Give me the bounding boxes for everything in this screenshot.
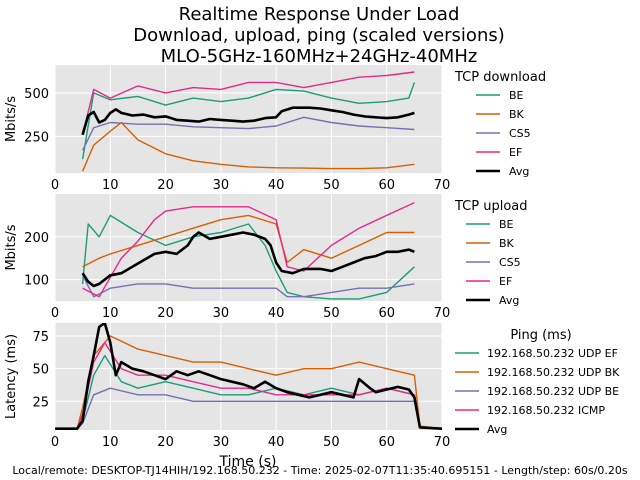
legend-title-upload: TCP upload xyxy=(454,199,528,214)
legend-label-ping-4: Avg xyxy=(487,423,507,436)
legend-label-upload-0: BE xyxy=(499,218,514,231)
x-tick-label-upload-2: 20 xyxy=(157,306,174,321)
x-tick-label-download-6: 60 xyxy=(378,178,395,193)
y-axis-label-ping: Latency (ms) xyxy=(4,334,19,419)
y-axis-label-download: Mbits/s xyxy=(4,96,19,142)
series-line-download-3 xyxy=(81,71,415,135)
series-line-upload-1 xyxy=(82,214,415,268)
x-tick-label-ping-3: 30 xyxy=(213,435,230,450)
x-tick-label-download-2: 20 xyxy=(157,178,174,193)
y-tick-label-ping-1: 50 xyxy=(32,363,49,378)
y-tick-label-download-1: 500 xyxy=(24,87,49,102)
x-tick-label-download-7: 70 xyxy=(434,178,451,193)
chart-title: Realtime Response Under Load Download, u… xyxy=(133,4,505,67)
legend-upload: TCP upload BE BK CS5 EF Avg xyxy=(454,199,528,307)
legend-label-download-1: BK xyxy=(509,108,525,121)
x-tick-label-download-5: 50 xyxy=(323,178,340,193)
legend-label-ping-0: 192.168.50.232 UDP EF xyxy=(487,347,618,360)
x-tick-label-upload-6: 60 xyxy=(378,306,395,321)
legend-label-download-2: CS5 xyxy=(509,127,531,140)
x-tick-label-download-3: 30 xyxy=(213,178,230,193)
x-tick-label-ping-1: 10 xyxy=(102,435,119,450)
legend-title-ping: Ping (ms) xyxy=(510,328,571,343)
series-line-download-2 xyxy=(81,116,415,151)
series-line-upload-3 xyxy=(82,201,415,298)
x-axis-label: Time (s) xyxy=(219,454,277,470)
x-tick-label-download-0: 0 xyxy=(51,178,59,193)
x-tick-label-upload-4: 40 xyxy=(268,306,285,321)
series-line-ping-4 xyxy=(55,323,442,430)
legend-label-download-0: BE xyxy=(509,89,524,102)
series-group-download xyxy=(81,71,416,172)
y-tick-label-upload-1: 200 xyxy=(24,231,49,246)
panel-upload: 0 10 20 30 40 50 60 70 100 200 Mbits/s TCP upload BE… xyxy=(4,194,528,321)
series-line-download-1 xyxy=(81,121,415,172)
series-group-upload xyxy=(81,201,415,300)
legend-label-download-4: Avg xyxy=(509,165,529,178)
series-line-upload-0 xyxy=(81,214,415,300)
panel-ping: 0 10 20 30 40 50 60 70 25 50 75 Latency (ms) Ping (m… xyxy=(4,323,620,450)
x-tick-label-ping-7: 70 xyxy=(434,435,451,450)
x-tick-label-ping-2: 20 xyxy=(157,435,174,450)
series-line-ping-2 xyxy=(55,387,442,430)
x-tick-label-upload-0: 0 xyxy=(51,306,59,321)
plot-area-ping xyxy=(55,323,442,430)
series-line-upload-4 xyxy=(81,231,415,288)
x-tick-label-ping-0: 0 xyxy=(51,435,59,450)
legend-label-ping-2: 192.168.50.232 UDP BE xyxy=(487,385,619,398)
x-tick-label-ping-6: 60 xyxy=(378,435,395,450)
y-axis-label-upload: Mbits/s xyxy=(4,224,19,270)
y-tick-label-upload-0: 100 xyxy=(24,274,49,289)
legend-ping: Ping (ms) 192.168.50.232 UDP EF 192.168.50… xyxy=(455,328,620,436)
x-tick-label-download-1: 10 xyxy=(102,178,119,193)
title-line-3: MLO-5GHz-160MHz+24GHz-40MHz xyxy=(161,46,478,67)
y-tick-label-ping-0: 25 xyxy=(32,395,49,410)
x-tick-label-ping-4: 40 xyxy=(268,435,285,450)
title-line-2: Download, upload, ping (scaled versions) xyxy=(133,25,505,46)
series-line-download-4 xyxy=(81,106,415,136)
legend-label-upload-4: Avg xyxy=(499,294,519,307)
series-line-upload-2 xyxy=(81,274,415,298)
legend-label-upload-1: BK xyxy=(499,237,515,250)
series-line-download-0 xyxy=(81,82,416,160)
y-tick-label-download-0: 250 xyxy=(24,130,49,145)
legend-title-download: TCP download xyxy=(454,70,546,85)
legend-label-ping-3: 192.168.50.232 ICMP xyxy=(487,404,605,417)
legend-download: TCP download BE BK CS5 EF Avg xyxy=(454,70,546,178)
panel-download: 0 10 20 30 40 50 60 70 250 500 Mbits/s TCP download… xyxy=(4,65,546,193)
plot-area-upload xyxy=(55,194,442,301)
x-tick-label-upload-3: 30 xyxy=(213,306,230,321)
legend-label-ping-1: 192.168.50.232 UDP BK xyxy=(487,366,620,379)
x-tick-label-upload-7: 70 xyxy=(434,306,451,321)
series-group-ping xyxy=(55,323,442,430)
legend-label-upload-2: CS5 xyxy=(499,256,521,269)
legend-label-upload-3: EF xyxy=(499,275,512,288)
footer-info: Local/remote: DESKTOP-TJ14HIH/192.168.50… xyxy=(12,464,628,477)
title-line-1: Realtime Response Under Load xyxy=(179,4,460,25)
x-tick-label-download-4: 40 xyxy=(268,178,285,193)
x-tick-label-upload-1: 10 xyxy=(102,306,119,321)
legend-label-download-3: EF xyxy=(509,146,522,159)
x-tick-label-upload-5: 50 xyxy=(323,306,340,321)
y-tick-label-ping-2: 75 xyxy=(32,330,49,345)
x-tick-label-ping-5: 50 xyxy=(323,435,340,450)
